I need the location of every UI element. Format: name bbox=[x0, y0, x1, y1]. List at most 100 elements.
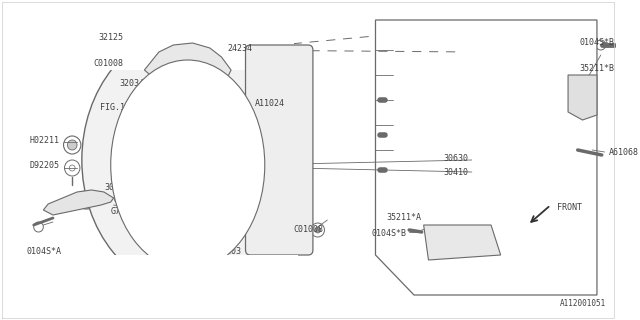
Circle shape bbox=[256, 244, 273, 262]
Bar bbox=[77, 255, 298, 300]
Circle shape bbox=[426, 143, 433, 151]
Circle shape bbox=[563, 130, 573, 140]
Circle shape bbox=[218, 60, 228, 70]
Circle shape bbox=[399, 130, 409, 140]
Circle shape bbox=[311, 223, 324, 237]
Circle shape bbox=[475, 123, 498, 147]
Circle shape bbox=[176, 86, 180, 90]
Circle shape bbox=[157, 243, 166, 253]
Circle shape bbox=[596, 40, 605, 50]
Circle shape bbox=[138, 80, 147, 90]
Circle shape bbox=[63, 136, 81, 154]
Circle shape bbox=[168, 107, 178, 117]
Ellipse shape bbox=[80, 195, 93, 205]
Circle shape bbox=[173, 45, 183, 55]
Circle shape bbox=[252, 224, 268, 240]
Circle shape bbox=[481, 45, 491, 55]
Circle shape bbox=[381, 93, 395, 107]
Ellipse shape bbox=[287, 158, 300, 172]
Circle shape bbox=[227, 217, 236, 227]
Circle shape bbox=[493, 72, 501, 80]
Text: FIG.117: FIG.117 bbox=[100, 102, 135, 111]
Text: 32103: 32103 bbox=[216, 247, 242, 257]
Circle shape bbox=[433, 232, 443, 242]
Circle shape bbox=[465, 113, 508, 157]
FancyBboxPatch shape bbox=[246, 45, 313, 255]
Circle shape bbox=[540, 190, 549, 200]
Text: A61068: A61068 bbox=[609, 148, 639, 156]
Ellipse shape bbox=[111, 60, 265, 270]
Text: 0104S*B: 0104S*B bbox=[371, 228, 406, 237]
Text: 30630: 30630 bbox=[443, 154, 468, 163]
Ellipse shape bbox=[448, 87, 525, 182]
Circle shape bbox=[207, 237, 216, 247]
Circle shape bbox=[135, 105, 145, 115]
Text: 35211*A: 35211*A bbox=[387, 212, 422, 221]
Circle shape bbox=[241, 155, 250, 165]
Circle shape bbox=[125, 170, 135, 180]
Text: 32125: 32125 bbox=[99, 33, 124, 42]
Circle shape bbox=[381, 163, 395, 177]
Circle shape bbox=[385, 30, 588, 240]
Circle shape bbox=[573, 145, 582, 155]
Text: C01008: C01008 bbox=[93, 59, 124, 68]
Circle shape bbox=[424, 70, 433, 80]
Text: H02211: H02211 bbox=[29, 135, 60, 145]
Circle shape bbox=[460, 187, 468, 195]
Circle shape bbox=[173, 83, 183, 93]
Polygon shape bbox=[44, 190, 114, 215]
Bar bbox=[82, 20, 294, 70]
Circle shape bbox=[515, 181, 522, 189]
Circle shape bbox=[573, 100, 582, 110]
Ellipse shape bbox=[458, 100, 514, 170]
Ellipse shape bbox=[283, 154, 304, 176]
Text: D92607: D92607 bbox=[212, 223, 242, 233]
Circle shape bbox=[573, 85, 582, 95]
Polygon shape bbox=[568, 75, 597, 120]
Text: A112001051: A112001051 bbox=[561, 299, 607, 308]
Circle shape bbox=[392, 37, 580, 233]
Circle shape bbox=[417, 63, 556, 207]
Circle shape bbox=[163, 59, 174, 71]
Circle shape bbox=[472, 240, 481, 250]
Ellipse shape bbox=[82, 30, 294, 290]
Text: 0104S*B: 0104S*B bbox=[579, 37, 614, 46]
Circle shape bbox=[207, 48, 221, 62]
Circle shape bbox=[149, 67, 159, 77]
Circle shape bbox=[197, 45, 207, 55]
Circle shape bbox=[315, 227, 321, 233]
Text: 30410: 30410 bbox=[443, 167, 468, 177]
Circle shape bbox=[241, 120, 250, 130]
Circle shape bbox=[65, 160, 80, 176]
Circle shape bbox=[448, 237, 458, 247]
Text: 24234: 24234 bbox=[227, 44, 252, 52]
Circle shape bbox=[236, 190, 246, 200]
Circle shape bbox=[183, 247, 193, 257]
Polygon shape bbox=[424, 225, 500, 260]
Text: 35211*B: 35211*B bbox=[579, 63, 614, 73]
Text: 0104S*A: 0104S*A bbox=[27, 247, 62, 257]
Circle shape bbox=[34, 222, 44, 232]
Circle shape bbox=[243, 96, 254, 108]
Circle shape bbox=[128, 200, 138, 210]
Ellipse shape bbox=[75, 191, 98, 209]
Circle shape bbox=[536, 108, 543, 116]
Text: D92205: D92205 bbox=[29, 161, 60, 170]
Circle shape bbox=[540, 70, 549, 80]
Circle shape bbox=[420, 228, 428, 236]
Circle shape bbox=[69, 165, 75, 171]
Circle shape bbox=[211, 52, 216, 58]
Text: FRONT: FRONT bbox=[557, 204, 582, 212]
Circle shape bbox=[381, 128, 395, 142]
Circle shape bbox=[138, 225, 147, 235]
Text: C01008: C01008 bbox=[294, 225, 324, 234]
Text: G72808: G72808 bbox=[111, 207, 141, 217]
Circle shape bbox=[424, 190, 433, 200]
Circle shape bbox=[261, 249, 269, 257]
Circle shape bbox=[234, 85, 244, 95]
Polygon shape bbox=[376, 20, 597, 295]
Circle shape bbox=[166, 62, 171, 68]
Circle shape bbox=[67, 140, 77, 150]
Circle shape bbox=[257, 229, 263, 235]
Text: 30461: 30461 bbox=[104, 182, 129, 191]
